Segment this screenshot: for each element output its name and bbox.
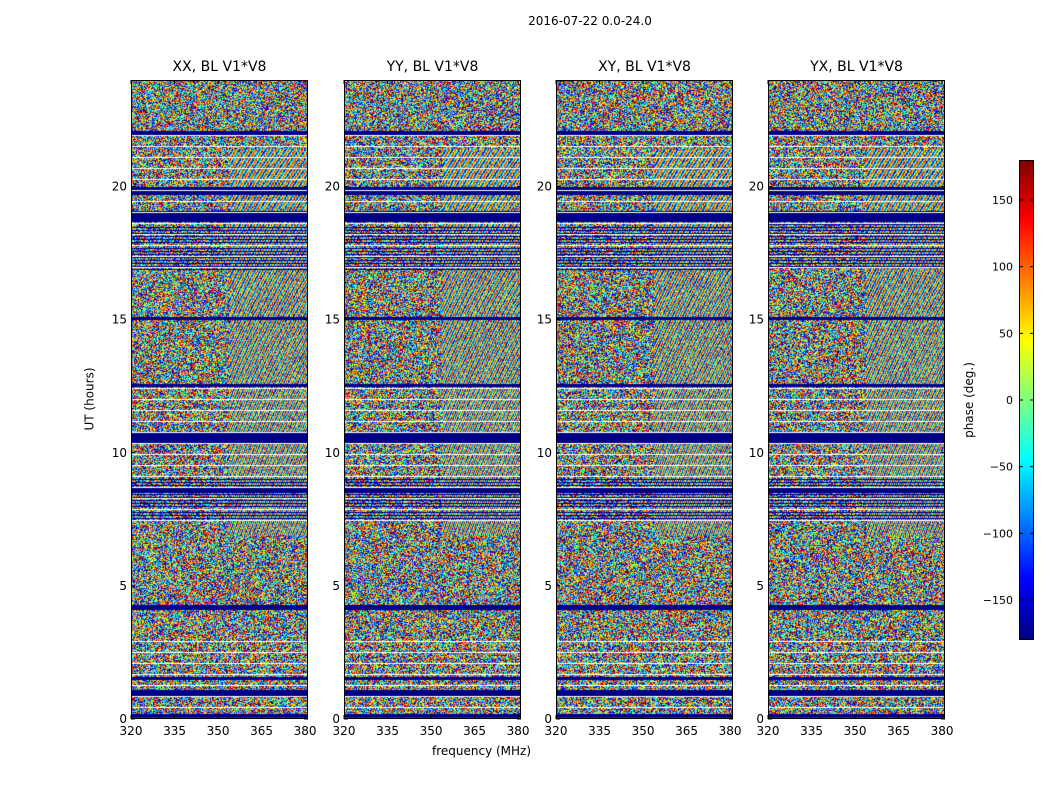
y-tick-label: 20 bbox=[537, 180, 552, 194]
x-tick-label: 320 bbox=[545, 724, 568, 738]
x-tick-label: 320 bbox=[757, 724, 780, 738]
colorbar-tick-label: −50 bbox=[990, 461, 1013, 474]
y-tick-label: 20 bbox=[112, 180, 127, 194]
y-tick-label: 20 bbox=[749, 180, 764, 194]
colorbar bbox=[1019, 160, 1034, 640]
x-tick-label: 380 bbox=[719, 724, 742, 738]
colorbar-tick-label: 0 bbox=[1006, 394, 1013, 407]
panel-title-yy: YY, BL V1*V8 bbox=[386, 59, 479, 75]
y-tick-label: 20 bbox=[325, 180, 340, 194]
y-tick-label: 0 bbox=[332, 712, 340, 726]
colorbar-tick-label: −100 bbox=[983, 527, 1013, 540]
x-tick-label: 380 bbox=[294, 724, 317, 738]
y-tick-label: 5 bbox=[332, 579, 340, 593]
colorbar-tick-label: 100 bbox=[992, 261, 1013, 274]
y-tick-label: 15 bbox=[112, 313, 127, 327]
y-tick-label: 5 bbox=[756, 579, 764, 593]
colorbar-tick-label: 150 bbox=[992, 194, 1013, 207]
y-tick-label: 10 bbox=[749, 446, 764, 460]
colorbar-tick-label: 50 bbox=[999, 327, 1013, 340]
x-tick-label: 335 bbox=[376, 724, 399, 738]
y-tick-label: 10 bbox=[537, 446, 552, 460]
y-tick-label: 0 bbox=[119, 712, 127, 726]
panel-frame bbox=[556, 80, 733, 719]
x-tick-label: 365 bbox=[250, 724, 273, 738]
y-tick-label: 15 bbox=[749, 313, 764, 327]
panel-frame bbox=[344, 80, 521, 719]
x-tick-label: 320 bbox=[120, 724, 143, 738]
colorbar-label: phase (deg.) bbox=[961, 362, 976, 438]
x-tick-label: 335 bbox=[163, 724, 186, 738]
x-tick-label: 320 bbox=[333, 724, 356, 738]
heatmap-xx bbox=[131, 80, 308, 719]
x-tick-label: 365 bbox=[675, 724, 698, 738]
figure-title: 2016-07-22 0.0-24.0 bbox=[528, 14, 652, 28]
panel-frame bbox=[131, 80, 308, 719]
x-tick-label: 365 bbox=[463, 724, 486, 738]
x-axis-label: frequency (MHz) bbox=[432, 744, 532, 758]
panel-title-xx: XX, BL V1*V8 bbox=[172, 59, 267, 75]
x-tick-label: 350 bbox=[844, 724, 867, 738]
panel-frame bbox=[768, 80, 945, 719]
y-tick-label: 15 bbox=[325, 313, 340, 327]
y-axis-label: UT (hours) bbox=[82, 367, 97, 431]
heatmap-yx bbox=[768, 80, 945, 719]
panel-title-yx: YX, BL V1*V8 bbox=[810, 59, 903, 75]
x-tick-label: 350 bbox=[632, 724, 655, 738]
y-tick-label: 15 bbox=[537, 313, 552, 327]
x-tick-label: 335 bbox=[800, 724, 823, 738]
x-tick-label: 335 bbox=[588, 724, 611, 738]
y-tick-label: 0 bbox=[544, 712, 552, 726]
x-tick-label: 350 bbox=[420, 724, 443, 738]
x-tick-label: 380 bbox=[507, 724, 530, 738]
heatmap-xy bbox=[556, 80, 733, 719]
panel-title-xy: XY, BL V1*V8 bbox=[598, 59, 691, 75]
y-tick-label: 5 bbox=[119, 579, 127, 593]
x-tick-label: 365 bbox=[887, 724, 910, 738]
y-tick-label: 5 bbox=[544, 579, 552, 593]
y-tick-label: 0 bbox=[756, 712, 764, 726]
x-tick-label: 350 bbox=[207, 724, 230, 738]
heatmap-yy bbox=[344, 80, 521, 719]
colorbar-tick-label: −150 bbox=[983, 594, 1013, 607]
x-tick-label: 380 bbox=[931, 724, 954, 738]
y-tick-label: 10 bbox=[325, 446, 340, 460]
y-tick-label: 10 bbox=[112, 446, 127, 460]
